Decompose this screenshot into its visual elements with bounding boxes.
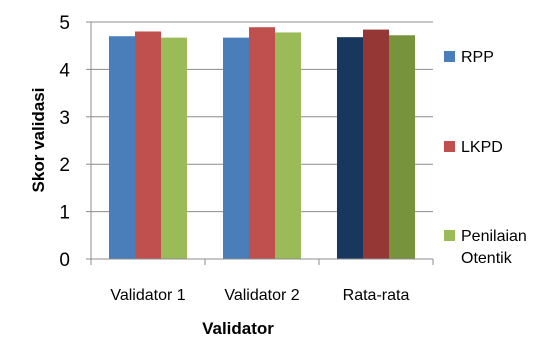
y-tick-label: 1 — [59, 203, 70, 224]
x-tick-label: Rata-rata — [343, 287, 410, 304]
y-tick-label: 3 — [59, 108, 70, 129]
bar-penilaian-otentik — [275, 32, 301, 259]
y-tick-label: 2 — [59, 155, 70, 176]
bars — [109, 27, 415, 260]
x-tick-label: Validator 1 — [110, 287, 185, 304]
y-tick-label: 4 — [59, 60, 70, 81]
legend-swatch — [444, 141, 455, 152]
axes — [86, 21, 434, 265]
bar-rpp — [337, 37, 363, 259]
tick-labels: 0 1 2 3 4 5 Validator 1 Validator 2 Rata-rata — [59, 13, 409, 304]
legend-swatch — [444, 230, 455, 241]
legend-label: LKPD — [461, 139, 503, 156]
bar-lkpd — [135, 31, 161, 260]
x-tick-label: Validator 2 — [224, 287, 299, 304]
bar-penilaian-otentik — [389, 35, 415, 259]
legend: RPP LKPD Penilaian Otentik — [444, 49, 527, 267]
legend-label: Penilaian Otentik — [461, 228, 527, 267]
y-tick-label: 5 — [59, 13, 70, 34]
bar-rpp — [109, 36, 135, 259]
bar-rpp — [223, 37, 249, 259]
bar-lkpd — [363, 29, 389, 259]
legend-label: RPP — [461, 49, 494, 66]
x-axis-title: Validator — [202, 319, 274, 338]
y-axis-title: Skor validasi — [29, 88, 48, 193]
bar-penilaian-otentik — [161, 37, 187, 259]
bar-lkpd — [249, 27, 275, 259]
y-tick-label: 0 — [59, 250, 70, 271]
legend-swatch — [444, 51, 455, 62]
